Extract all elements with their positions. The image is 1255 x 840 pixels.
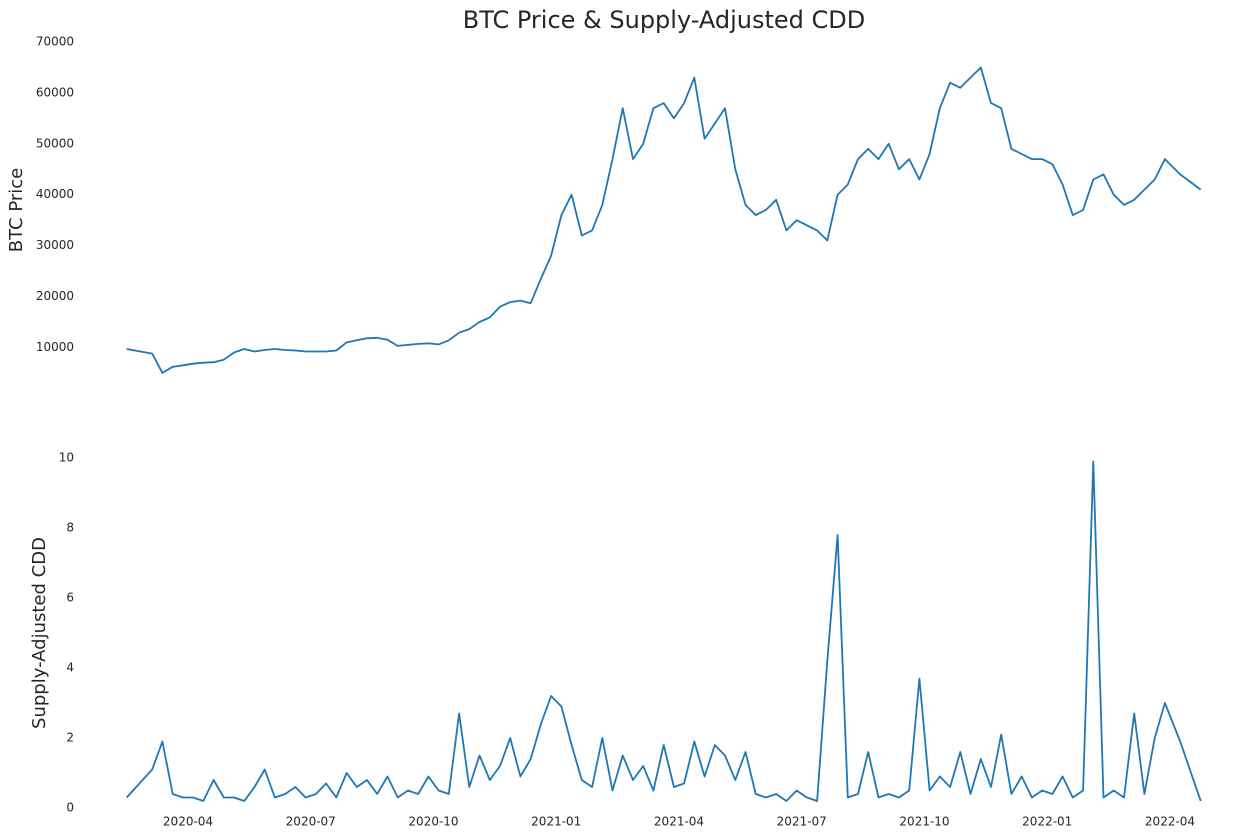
y-tick-label: 10000 [36, 340, 74, 354]
y-tick-label: 40000 [36, 187, 74, 201]
y-axis-label: Supply-Adjusted CDD [29, 537, 50, 729]
x-tick-label: 2021-10 [899, 815, 949, 829]
y-tick-label: 50000 [36, 136, 74, 150]
x-tick-label: 2022-04 [1145, 815, 1195, 829]
y-tick-label: 10 [59, 451, 74, 465]
chart-title: BTC Price & Supply-Adjusted CDD [463, 6, 866, 34]
y-tick-label: 30000 [36, 238, 74, 252]
y-tick-label: 0 [66, 801, 74, 815]
y-tick-label: 20000 [36, 289, 74, 303]
x-tick-label: 2020-07 [286, 815, 336, 829]
y-tick-label: 2 [66, 731, 74, 745]
x-tick-label: 2022-01 [1022, 815, 1072, 829]
y-tick-label: 6 [66, 591, 74, 605]
x-tick-label: 2021-07 [777, 815, 827, 829]
x-tick-label: 2021-04 [654, 815, 704, 829]
x-tick-label: 2020-10 [408, 815, 458, 829]
y-tick-label: 8 [66, 521, 74, 535]
series-line [125, 460, 1202, 802]
y-tick-label: 4 [66, 661, 74, 675]
x-tick-label: 2021-01 [531, 815, 581, 829]
y-axis-label: BTC Price [6, 168, 27, 253]
y-tick-label: 60000 [36, 85, 74, 99]
series-line [126, 66, 1202, 374]
x-tick-label: 2020-04 [163, 815, 213, 829]
y-tick-label: 70000 [36, 35, 74, 49]
